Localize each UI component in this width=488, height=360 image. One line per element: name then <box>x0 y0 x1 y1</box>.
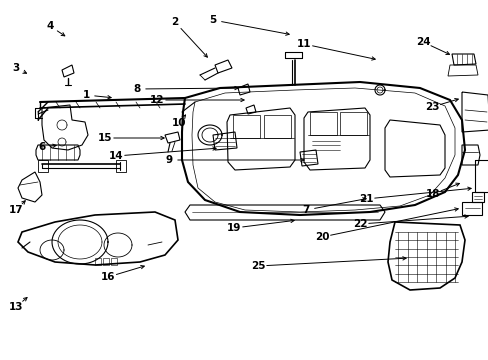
Text: 10: 10 <box>171 118 186 128</box>
Text: 21: 21 <box>358 194 372 204</box>
Text: 25: 25 <box>250 261 264 271</box>
Text: 13: 13 <box>9 302 23 312</box>
Text: 24: 24 <box>415 37 429 47</box>
Text: 17: 17 <box>9 205 23 215</box>
Text: 6: 6 <box>38 142 45 152</box>
Text: 14: 14 <box>108 151 123 161</box>
Text: 15: 15 <box>98 133 112 143</box>
Text: 1: 1 <box>82 90 89 100</box>
Text: 2: 2 <box>171 17 178 27</box>
Text: 16: 16 <box>101 272 115 282</box>
Text: 3: 3 <box>12 63 20 73</box>
Text: 5: 5 <box>209 15 216 25</box>
Text: 19: 19 <box>226 223 241 233</box>
Text: 11: 11 <box>296 39 311 49</box>
Text: 23: 23 <box>424 102 438 112</box>
Text: 12: 12 <box>149 95 164 105</box>
Text: 20: 20 <box>314 232 328 242</box>
Text: 9: 9 <box>165 155 172 165</box>
Text: 8: 8 <box>133 84 141 94</box>
Text: 4: 4 <box>46 21 54 31</box>
Text: 18: 18 <box>425 189 439 199</box>
Text: 7: 7 <box>302 205 309 215</box>
Text: 22: 22 <box>352 219 366 229</box>
